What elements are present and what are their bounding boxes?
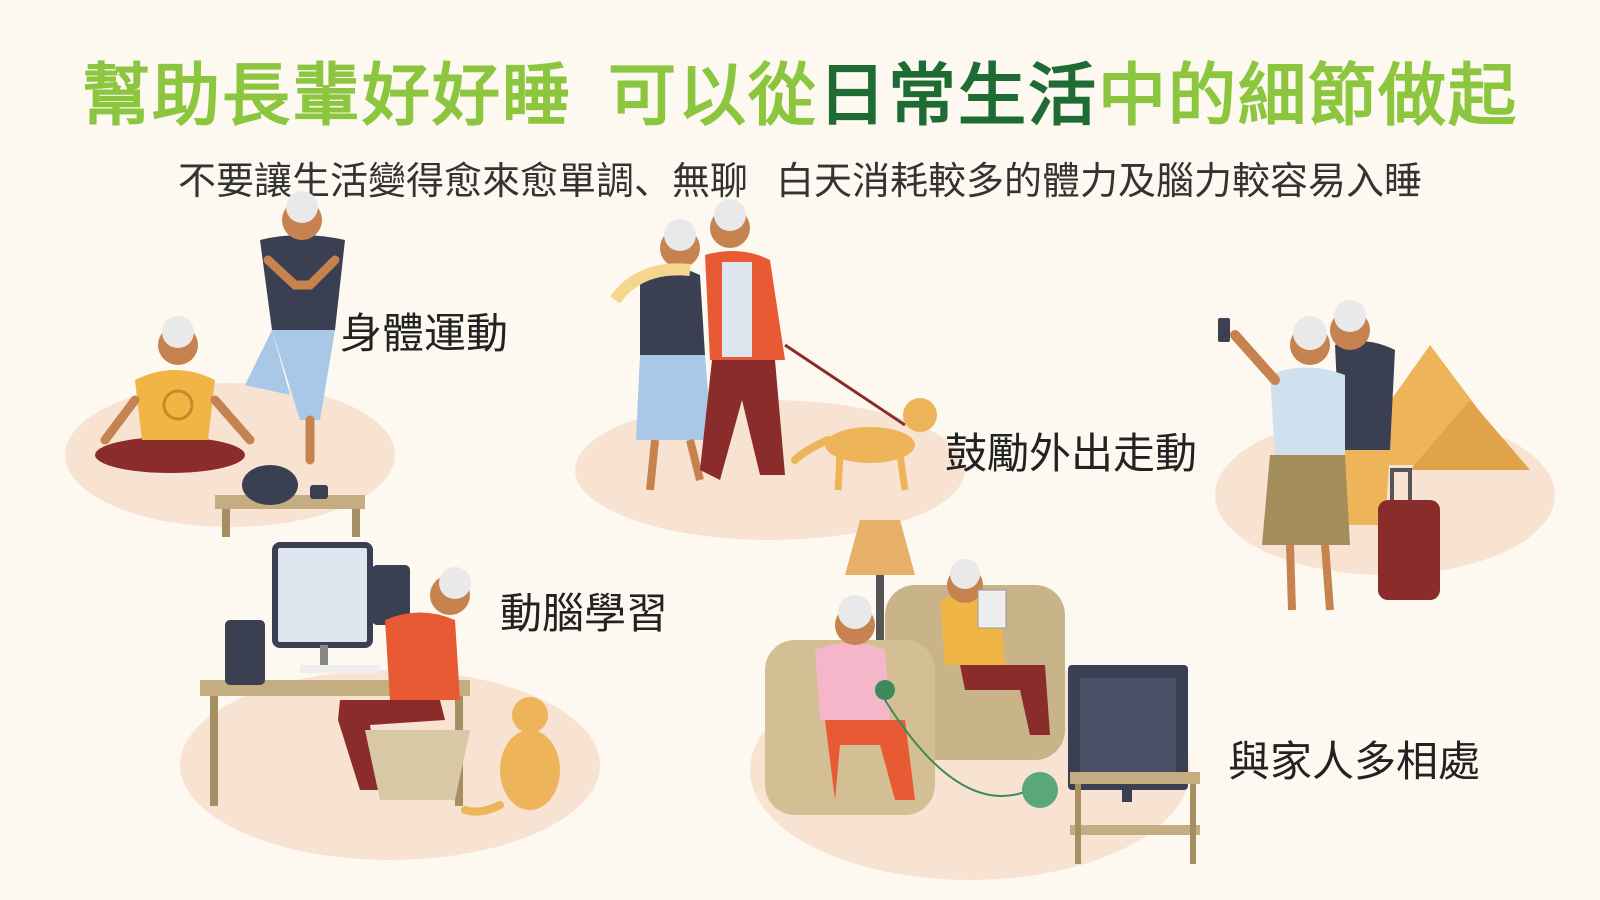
- title-suffix: 中的細節做起: [1098, 57, 1519, 136]
- title-prefix: 可以從: [607, 57, 818, 136]
- label-go-out: 鼓勵外出走動: [945, 429, 1198, 478]
- tv-stand-illustration: [1068, 665, 1200, 864]
- knitting-woman-illustration: [815, 595, 1058, 808]
- label-exercise: 身體運動: [340, 309, 509, 358]
- meditating-woman-illustration: [95, 316, 255, 473]
- yoga-man-illustration: [245, 191, 345, 465]
- title-highlight: 日常生活: [818, 57, 1099, 136]
- computer-desk-illustration: [200, 542, 470, 806]
- studying-woman-illustration: [338, 567, 471, 800]
- label-brain-learning: 動腦學習: [500, 589, 669, 638]
- subtitle-right: 白天消耗較多的體力及腦力較容易入睡: [776, 159, 1423, 203]
- selfie-couple-illustration: [1218, 300, 1440, 611]
- subtitle-left: 不要讓生活變得愈來愈單調、無聊: [177, 159, 748, 203]
- walking-dog-illustration: [791, 398, 937, 491]
- floor-lamp-illustration: [845, 520, 915, 685]
- page-subtitle: 不要讓生活變得愈來愈單調、無聊 白天消耗較多的體力及腦力較容易入睡: [0, 150, 1600, 205]
- reading-man-illustration: [940, 559, 1050, 735]
- walking-couple-illustration: [610, 199, 906, 491]
- tea-table-illustration: [215, 465, 365, 537]
- title-part-1: 幫助長輩好好睡: [81, 57, 572, 136]
- sitting-dog-illustration: [461, 697, 560, 816]
- page-title: 幫助長輩好好睡 可以從日常生活中的細節做起: [0, 40, 1600, 139]
- label-family-time: 與家人多相處: [1228, 737, 1481, 786]
